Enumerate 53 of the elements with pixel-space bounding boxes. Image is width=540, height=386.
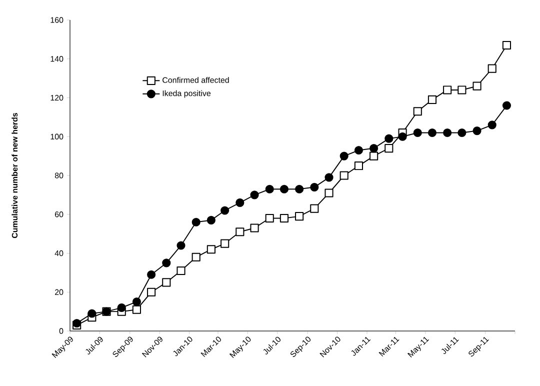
point <box>132 305 141 314</box>
point <box>472 126 482 136</box>
point <box>324 173 334 182</box>
point <box>236 228 244 236</box>
point <box>206 245 216 254</box>
point <box>458 86 466 94</box>
point <box>324 188 334 198</box>
point <box>176 241 186 250</box>
point <box>310 204 319 213</box>
point <box>370 152 378 160</box>
point <box>502 40 512 50</box>
point <box>502 101 512 110</box>
point <box>384 134 394 143</box>
point <box>428 128 437 138</box>
point <box>354 161 364 170</box>
point <box>398 132 407 141</box>
point <box>428 95 437 104</box>
point <box>220 206 230 215</box>
point <box>488 120 496 130</box>
point <box>162 278 171 287</box>
point <box>265 184 274 194</box>
point <box>192 252 200 262</box>
point <box>147 288 156 296</box>
point <box>117 303 126 312</box>
point <box>413 107 422 116</box>
point <box>220 239 230 248</box>
point <box>176 266 186 276</box>
point <box>458 128 466 138</box>
point <box>443 86 452 94</box>
point <box>132 298 141 306</box>
point <box>295 184 304 194</box>
point <box>413 128 422 138</box>
point <box>250 224 259 232</box>
point <box>384 144 394 153</box>
point <box>340 171 348 180</box>
point <box>340 152 348 160</box>
point <box>472 82 482 90</box>
point <box>88 309 96 318</box>
point <box>310 182 319 192</box>
point <box>206 216 216 224</box>
point <box>488 64 496 73</box>
point <box>162 258 171 268</box>
point <box>280 214 289 223</box>
point <box>354 146 364 155</box>
point <box>443 128 452 138</box>
point <box>147 270 156 279</box>
point <box>250 190 259 200</box>
point <box>236 198 244 207</box>
point <box>265 214 274 223</box>
point <box>280 184 289 194</box>
point <box>370 144 378 153</box>
point <box>295 212 304 221</box>
point <box>192 218 200 226</box>
